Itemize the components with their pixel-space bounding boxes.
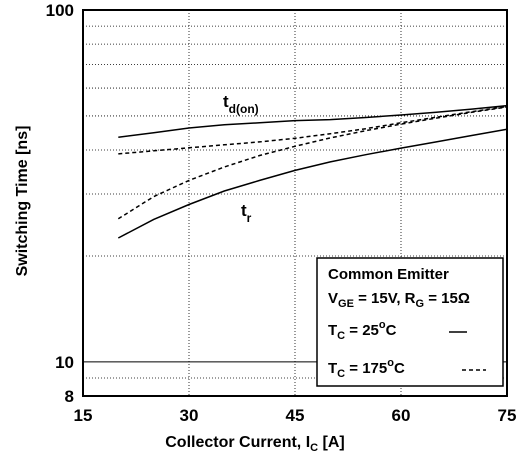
y-tick-label: 10	[55, 353, 74, 372]
curve-label-tr: tr	[241, 201, 252, 225]
x-tick-label: 45	[286, 406, 305, 425]
data-series	[117, 104, 508, 239]
x-tick-label: 75	[498, 406, 517, 425]
legend: Common Emitter VGE = 15V, RG = 15Ω TC = …	[316, 257, 504, 387]
x-tick-label: 60	[392, 406, 411, 425]
legend-box	[316, 257, 504, 387]
series-line-0	[118, 104, 508, 138]
series-line-1	[118, 105, 508, 155]
x-tick-label: 15	[74, 406, 93, 425]
series-line-3	[117, 106, 508, 220]
y-tick-label: 100	[46, 1, 74, 20]
tick-labels: 15 30 45 60 75 8 10 100	[46, 1, 517, 425]
y-axis-title: Switching Time [ns]	[14, 126, 31, 277]
series-line-2	[117, 128, 508, 239]
legend-entry-175c: TC = 175oC	[328, 357, 405, 380]
x-axis-title: Collector Current, IC [A]	[165, 434, 345, 454]
legend-conditions: VGE = 15V, RG = 15Ω	[328, 290, 470, 310]
plot-frame	[82, 9, 508, 397]
legend-entry-25c: TC = 25oC	[328, 319, 397, 342]
x-tick-label: 30	[180, 406, 199, 425]
curve-label-td-on: td(on)	[223, 92, 259, 116]
y-tick-label: 8	[65, 387, 74, 406]
legend-title: Common Emitter	[328, 266, 449, 283]
